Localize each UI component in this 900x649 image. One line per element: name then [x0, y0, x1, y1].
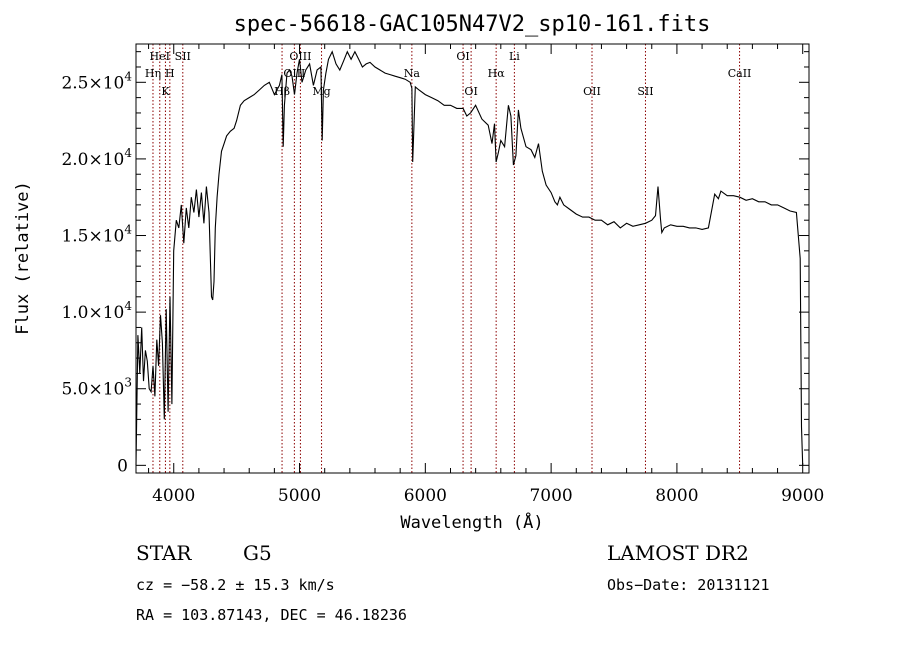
- y-axis-ticks: 0 5.0×103 1.0×104 1.5×104 2.0×104 2.5×104: [61, 51, 809, 476]
- x-tick-label-4: 8000: [655, 486, 698, 506]
- y-tick-label-1: 5.0×103: [61, 376, 132, 400]
- line-label-12: Hα: [488, 67, 506, 80]
- line-label-2: K: [161, 85, 170, 98]
- line-label-0: Hη: [145, 67, 161, 80]
- x-tick-label-0: 4000: [152, 486, 195, 506]
- chart-title: spec-56618-GAC105N47V2_sp10-161.fits: [234, 12, 711, 37]
- redshift-velocity: cz = −58.2 ± 15.3 km/s: [136, 576, 335, 594]
- observation-date: Obs−Date: 20131121: [607, 576, 770, 594]
- y-axis-label: Flux (relative): [13, 181, 33, 335]
- x-tick-label-5: 9000: [781, 486, 824, 506]
- y-tick-label-5: 2.5×104: [61, 69, 132, 93]
- x-tick-label-3: 7000: [529, 486, 572, 506]
- line-label-14: OII: [583, 85, 601, 98]
- coordinates: RA = 103.87143, DEC = 46.18236: [136, 606, 407, 624]
- object-class: STAR: [136, 541, 192, 565]
- x-axis-ticks: 4000 5000 6000 7000 8000 9000: [148, 44, 824, 506]
- spectrum-series-line: [135, 50, 804, 466]
- plot-frame: [135, 43, 810, 474]
- line-label-4: SII: [175, 50, 191, 63]
- x-tick-label-2: 6000: [404, 486, 447, 506]
- line-label-13: Li: [509, 50, 520, 63]
- y-tick-label-2: 1.0×104: [61, 299, 132, 323]
- x-tick-label-1: 5000: [278, 486, 321, 506]
- y-tick-label-4: 2.0×104: [61, 146, 132, 170]
- line-label-9: Na: [404, 67, 421, 80]
- y-tick-label-0: 0: [117, 456, 128, 476]
- line-label-7: OIII: [289, 50, 311, 63]
- survey-name: LAMOST DR2: [607, 541, 749, 565]
- spectral-line-markers: [152, 44, 741, 473]
- x-axis-label: Wavelength (Å): [400, 511, 543, 533]
- line-label-1: HeI: [150, 50, 170, 63]
- line-label-16: CaII: [728, 67, 752, 80]
- line-label-11: OI: [464, 85, 477, 98]
- object-subclass: G5: [243, 541, 272, 565]
- y-tick-label-3: 1.5×104: [61, 223, 132, 247]
- line-label-15: SII: [637, 85, 653, 98]
- line-label-3: H: [165, 67, 175, 80]
- line-label-10: OI: [456, 50, 469, 63]
